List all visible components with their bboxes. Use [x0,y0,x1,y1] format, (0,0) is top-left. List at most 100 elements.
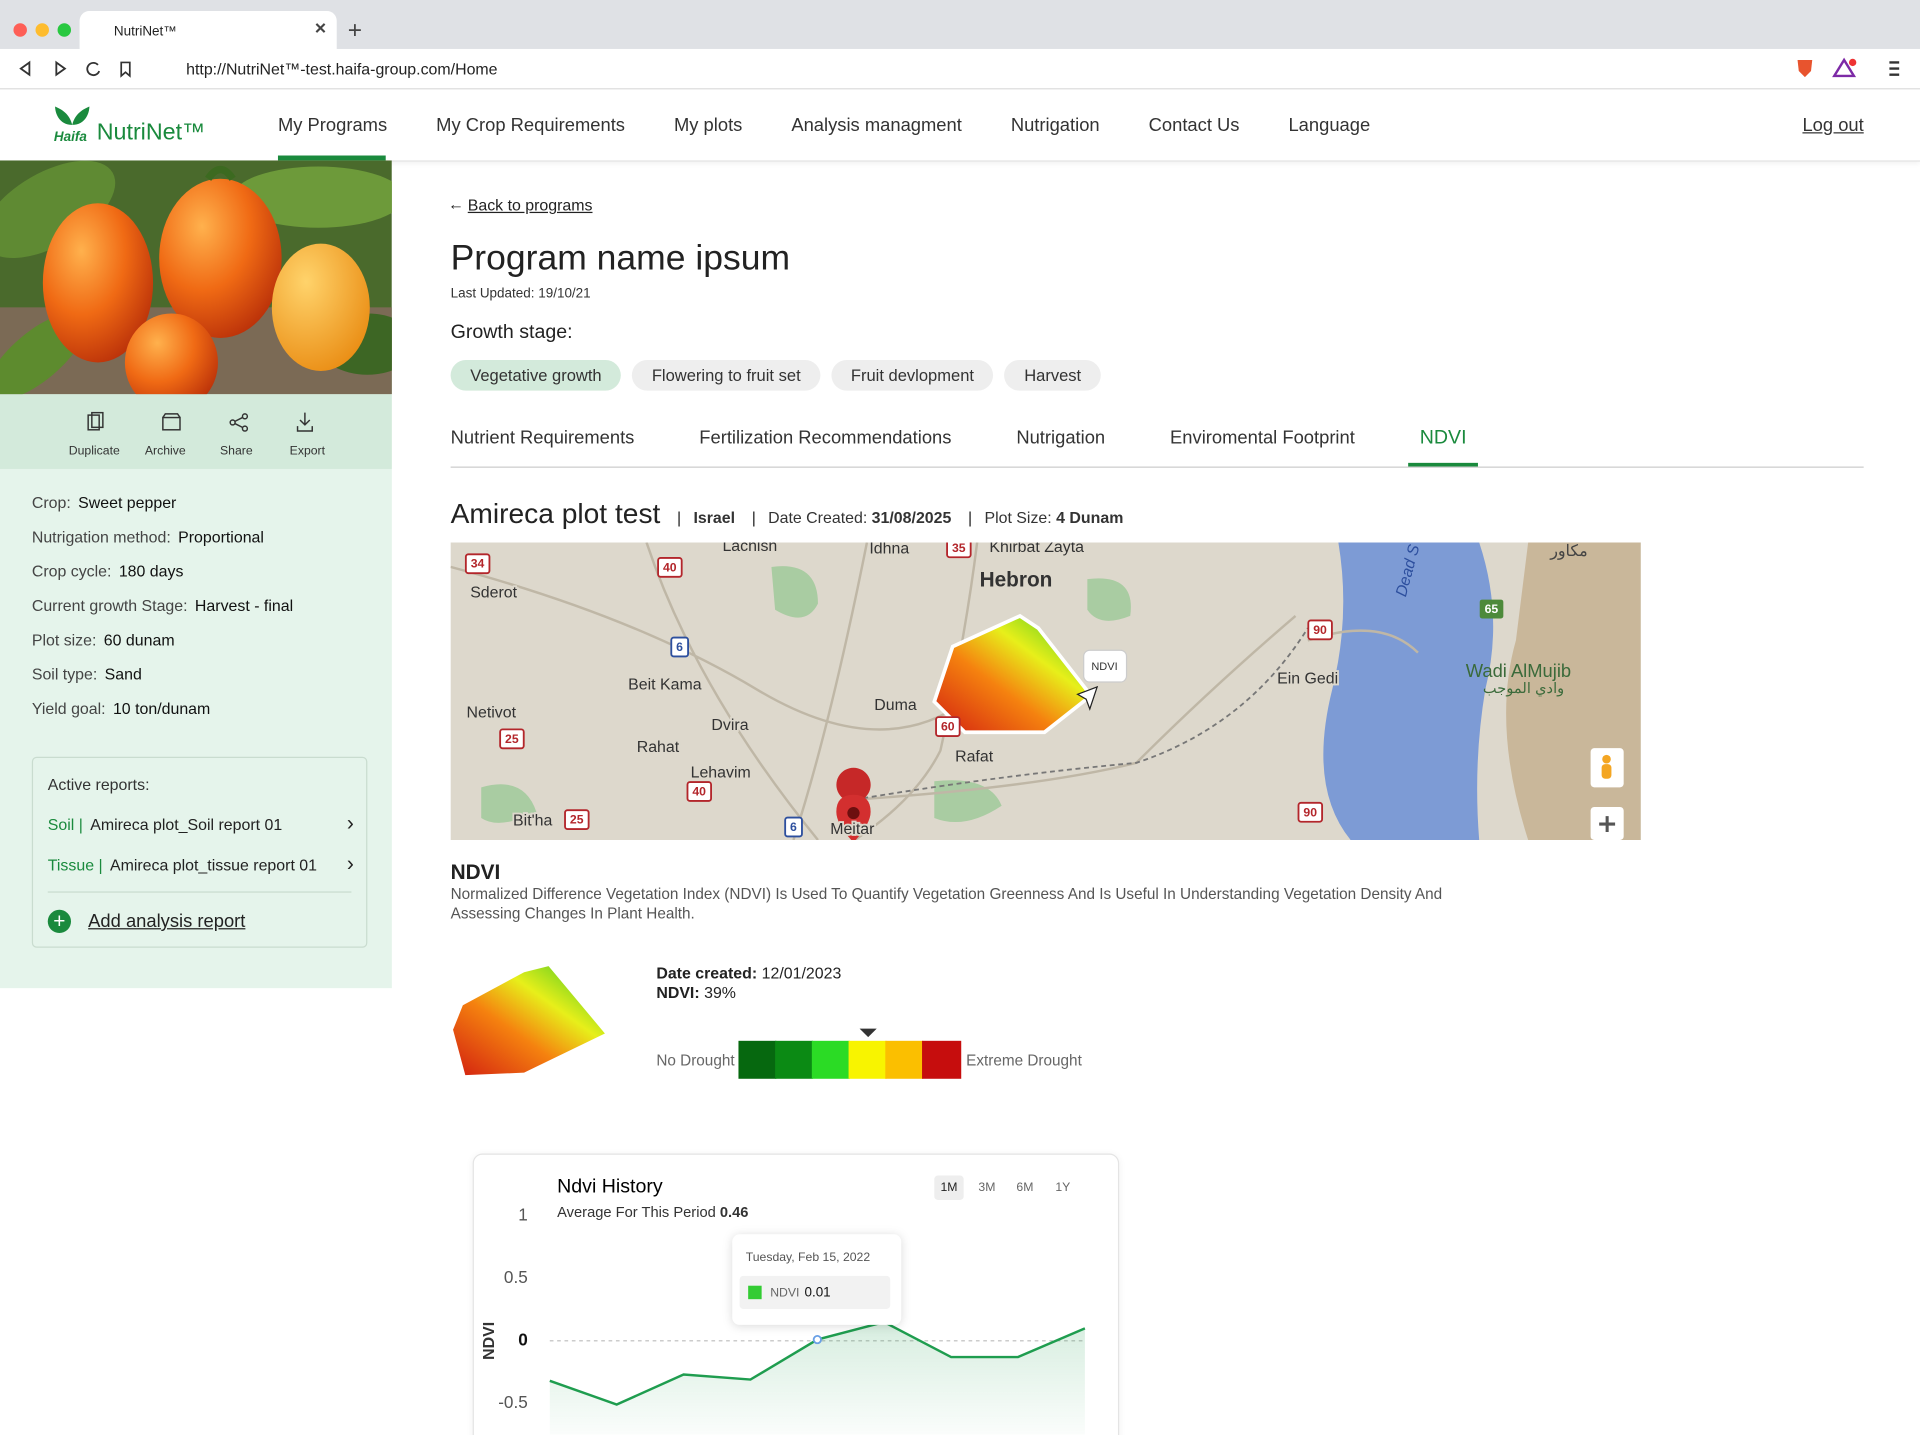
map-shield: 25 [570,813,584,827]
nav-item[interactable]: Analysis managment [791,115,962,136]
logo[interactable]: NutriNet™ [96,120,206,146]
shield [784,816,803,838]
ndvi-date: Date created: 12/01/2023 [656,964,841,982]
address-bar[interactable]: http://NutriNet™-test.haifa-group.com/Ho… [151,52,1891,85]
y-tick-label: 1 [518,1204,528,1224]
range-button[interactable]: 1Y [1055,1180,1070,1194]
y-tick-label: -0.5 [498,1392,528,1412]
map[interactable]: Lachish Idhna 35 Khirbat Zayta Hebron 34… [450,542,1641,840]
tab-title: NutriNet™ [113,24,177,40]
stage-chip[interactable]: Flowering to fruit set [632,360,821,391]
close-dot[interactable] [13,23,27,37]
tab[interactable]: NDVI [1408,427,1478,467]
ndvi-chart: Ndvi History Average For This Period 0.4… [481,1175,1086,1435]
nav-item[interactable]: Contact Us [1148,115,1240,136]
nav-active [277,155,386,161]
range-button[interactable]: 6M [1016,1180,1033,1194]
shield [464,553,491,575]
ndvi-date-label: Date created: [656,963,758,983]
chart-card [472,1153,1120,1435]
action[interactable]: Duplicate [68,444,120,458]
map-label: Ein Gedi [1277,670,1338,687]
tab[interactable]: Enviromental Footprint [1170,427,1355,449]
plot-size: 4 Dunam [1056,508,1124,527]
date-label: Date Created: [768,508,868,527]
ndvi-value: NDVI: 39% [656,983,736,1001]
stage-chip[interactable]: Fruit devlopment [831,360,994,391]
nav-item[interactable]: Language [1288,115,1371,136]
size-label: Plot Size: [984,508,1052,527]
map-label: Idhna [869,542,909,557]
scale-high: Extreme Drought [966,1051,1082,1069]
map-label: وادي الموجب [1483,681,1564,697]
shield [670,636,690,658]
detail-label: Yield goal: [31,699,106,718]
detail-value: Sweet pepper [78,493,177,512]
reports-box: Active reports: Soil | Amireca plot_Soil … [31,756,368,948]
stage-chip[interactable]: Harvest [1004,360,1101,391]
map-shield: 40 [663,560,677,574]
detail-value: 180 days [118,562,184,581]
tab[interactable]: NutriNet™ × [79,11,337,49]
details: Crop: Sweet pepper Nutrigation method: Prop… [32,493,293,733]
logout[interactable]: Log out [1802,115,1864,136]
chart-subtitle: Average For This Period 0.46 [557,1205,748,1221]
tabs: Nutrient Requirements Fertilization Recom… [450,427,1543,467]
nav-item[interactable]: Nutrigation [1010,115,1100,136]
action[interactable]: Share [219,444,253,458]
ndvi-thumb [453,966,605,1076]
report-name: Amireca plot_Soil report 01 [90,815,283,834]
new-tab[interactable]: + [347,17,363,45]
map-label: Beit Kama [628,676,702,693]
tooltip-date: Tuesday, Feb 15, 2022 [746,1250,871,1264]
y-axis-label: NDVI [481,1322,498,1360]
tab[interactable]: Nutrient Requirements [450,427,635,449]
tab[interactable]: Fertilization Recommendations [699,427,952,449]
detail-label: Current growth Stage: [31,596,188,615]
map-shield: 35 [952,542,966,554]
detail-label: Nutrigation method: [31,527,171,547]
map-shield: 25 [505,732,519,746]
action[interactable]: Archive [144,444,186,458]
nav-item[interactable]: My Crop Requirements [436,115,625,136]
tab-close[interactable]: × [314,18,327,40]
tab[interactable]: Nutrigation [1016,427,1106,449]
action[interactable]: Export [289,444,326,458]
range-button[interactable]: 3M [978,1180,995,1194]
back-arrow[interactable]: ← [448,194,465,214]
report[interactable]: Tissue | Amireca plot_tissue report 01 › [48,852,354,896]
stage-chip[interactable]: Vegetative growth [450,360,622,391]
details-panel: Crop: Sweet pepper Nutrigation method: Prop… [0,468,392,989]
tabs-rule [450,466,1864,468]
map-shield: 40 [692,784,706,798]
max-dot[interactable] [57,23,72,37]
map-label: Lehavim [691,765,751,782]
nav-item[interactable]: My Programs [277,115,388,136]
detail-value: Proportional [178,527,264,547]
range-button[interactable]: 1M [940,1180,957,1194]
scale-low: No Drought [656,1051,735,1069]
map-label: Duma [874,697,917,714]
action-bar: Duplicate Archive Share Export [0,394,392,469]
report[interactable]: Soil | Amireca plot_Soil report 01 › [48,812,354,856]
browser-icons[interactable] [1793,56,1915,80]
ndvi-label: NDVI: [656,983,700,1002]
detail: Soil type: Sand [32,665,293,683]
add-icon[interactable]: + [47,909,72,934]
min-dot[interactable] [35,23,49,37]
plot-name: Amireca plot test [450,497,661,529]
ndvi-description: Normalized Difference Vegetation Index (… [450,885,1443,922]
report-name: Amireca plot_tissue report 01 [109,855,318,875]
map-label: مكاور [1549,543,1588,560]
nav-buttons[interactable] [12,56,147,80]
action-icons [87,411,313,432]
add-report[interactable]: Add analysis report [88,911,246,932]
nav-item[interactable]: My plots [673,115,743,136]
map-shield: 90 [1313,623,1327,637]
subtitle-text: Average For This Period [557,1205,716,1221]
chevron: › [346,811,354,836]
back-link[interactable]: Back to programs [467,195,593,215]
shield [935,716,961,737]
